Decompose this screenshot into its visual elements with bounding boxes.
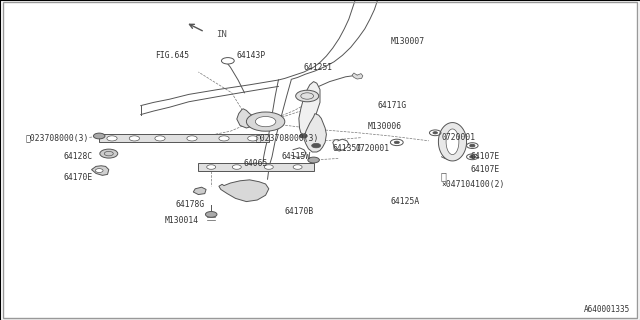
- Circle shape: [433, 132, 438, 134]
- Polygon shape: [92, 166, 109, 175]
- Circle shape: [221, 58, 234, 64]
- Circle shape: [219, 136, 229, 141]
- Circle shape: [470, 144, 475, 147]
- Circle shape: [95, 169, 103, 172]
- Circle shape: [187, 136, 197, 141]
- Circle shape: [296, 90, 319, 102]
- Text: 64107E: 64107E: [470, 152, 500, 161]
- Text: 64170E: 64170E: [64, 173, 93, 182]
- Text: M130006: M130006: [368, 122, 402, 131]
- Text: FIG.645: FIG.645: [156, 52, 189, 60]
- Circle shape: [394, 141, 399, 144]
- Polygon shape: [352, 73, 363, 79]
- Text: 64170B: 64170B: [285, 207, 314, 216]
- Text: 64125A: 64125A: [390, 197, 420, 206]
- Text: 64178G: 64178G: [176, 200, 205, 209]
- Text: ⓝ023708000(3): ⓝ023708000(3): [256, 133, 319, 142]
- Polygon shape: [438, 123, 467, 161]
- Polygon shape: [237, 109, 256, 128]
- Circle shape: [467, 154, 478, 160]
- Polygon shape: [99, 134, 269, 142]
- Text: 64128C: 64128C: [64, 152, 93, 161]
- Circle shape: [129, 136, 140, 141]
- Text: 64171G: 64171G: [378, 101, 407, 110]
- Circle shape: [107, 136, 117, 141]
- Text: 64135I: 64135I: [333, 144, 362, 153]
- Circle shape: [232, 165, 241, 169]
- Circle shape: [308, 157, 319, 163]
- Text: A640001335: A640001335: [584, 305, 630, 314]
- Text: 0720001: 0720001: [442, 133, 476, 142]
- Text: ×047104100(2): ×047104100(2): [442, 180, 505, 188]
- Circle shape: [470, 156, 475, 158]
- Circle shape: [93, 133, 105, 139]
- Circle shape: [155, 136, 165, 141]
- Text: Ⓢ: Ⓢ: [440, 171, 447, 181]
- Polygon shape: [193, 187, 206, 195]
- Circle shape: [293, 165, 302, 169]
- Polygon shape: [446, 129, 459, 155]
- Text: 64107E: 64107E: [470, 165, 500, 174]
- Text: 64115W: 64115W: [282, 152, 311, 161]
- Polygon shape: [299, 82, 320, 134]
- Polygon shape: [198, 163, 314, 171]
- Circle shape: [248, 136, 258, 141]
- Circle shape: [100, 149, 118, 158]
- Text: IN: IN: [216, 30, 227, 39]
- Text: M130007: M130007: [390, 37, 424, 46]
- Circle shape: [205, 212, 217, 217]
- Polygon shape: [219, 180, 269, 202]
- Circle shape: [207, 165, 216, 169]
- Text: 64143P: 64143P: [237, 52, 266, 60]
- Text: 0720001: 0720001: [356, 144, 390, 153]
- Circle shape: [312, 143, 321, 148]
- Text: 64065: 64065: [243, 159, 268, 168]
- Text: M130014: M130014: [165, 216, 199, 225]
- Text: ⓝ023708000(3): ⓝ023708000(3): [26, 133, 89, 142]
- Circle shape: [246, 112, 285, 131]
- Text: 64125I: 64125I: [304, 63, 333, 72]
- Circle shape: [467, 143, 478, 148]
- Polygon shape: [304, 114, 326, 152]
- Circle shape: [255, 116, 276, 127]
- Circle shape: [300, 134, 307, 138]
- Circle shape: [264, 165, 273, 169]
